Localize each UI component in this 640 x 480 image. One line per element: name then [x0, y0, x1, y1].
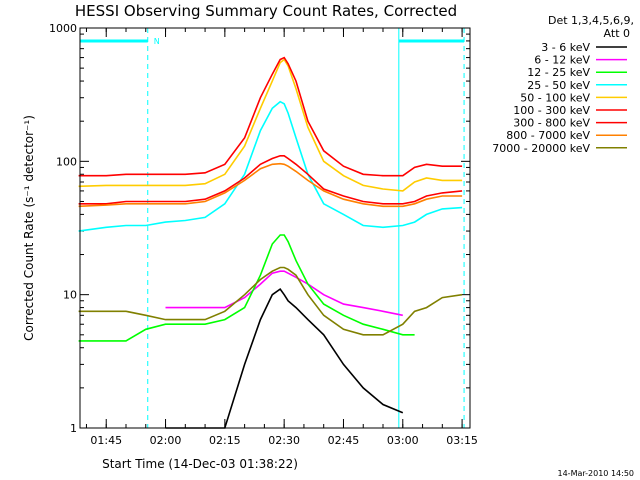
legend-label: 12 - 25 keV [527, 66, 590, 79]
legend-label: 6 - 12 keV [534, 54, 590, 67]
x-tick-label: 02:45 [328, 434, 360, 447]
series-line-5 [78, 58, 463, 192]
legend-label: 300 - 800 keV [513, 117, 590, 130]
series-line-2 [165, 270, 403, 317]
y-tick-label: 100 [56, 155, 77, 168]
x-tick-label: 03:15 [446, 434, 478, 447]
timestamp: 14-Mar-2010 14:50 [558, 469, 635, 478]
series-line-7 [78, 155, 463, 205]
legend-label: 7000 - 20000 keV [492, 142, 590, 155]
x-tick-label: 02:30 [268, 434, 300, 447]
legend-label: 25 - 50 keV [527, 79, 590, 92]
x-tick-label: 03:00 [387, 434, 419, 447]
y-tick-label: 1 [70, 422, 77, 435]
x-tick-label: 02:00 [150, 434, 182, 447]
plot-area [78, 27, 470, 429]
legend-header-line-2: Att 0 [604, 27, 630, 40]
x-tick-label: 01:45 [90, 434, 122, 447]
series-line-9 [78, 266, 463, 336]
legend-label: 800 - 7000 keV [506, 129, 590, 142]
series-line-8 [78, 162, 463, 208]
y-tick-label: 1000 [49, 22, 77, 35]
y-axis-label: Corrected Count Rate (s⁻¹ detector⁻¹) [22, 115, 36, 341]
legend-label: 50 - 100 keV [520, 91, 590, 104]
chart-title: HESSI Observing Summary Count Rates, Cor… [75, 2, 457, 20]
plot-frame [79, 27, 471, 429]
series-line-6 [78, 56, 463, 177]
legend-label: 100 - 300 keV [513, 104, 590, 117]
marker-label: N [154, 37, 160, 46]
x-axis-label: Start Time (14-Dec-03 01:38:22) [102, 457, 298, 471]
legend-label: 3 - 6 keV [541, 41, 590, 54]
series-line-3 [78, 234, 415, 342]
legend-header-line-1: Det 1,3,4,5,6,9, [548, 14, 634, 27]
series-line-4 [78, 100, 463, 232]
series-line-1 [165, 287, 404, 429]
y-tick-label: 10 [63, 289, 77, 302]
x-tick-label: 02:15 [209, 434, 241, 447]
